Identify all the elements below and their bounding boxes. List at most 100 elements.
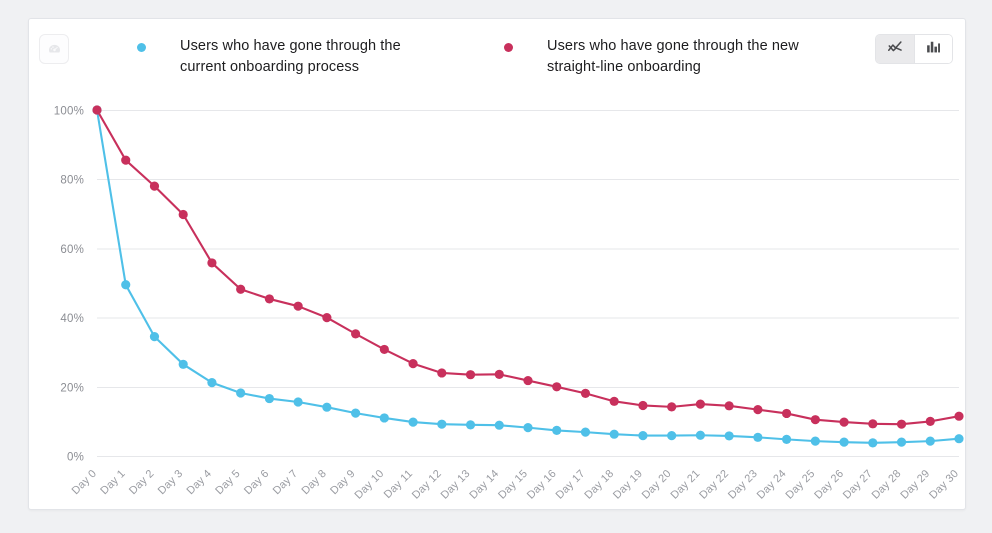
data-point[interactable] xyxy=(322,313,332,323)
data-point[interactable] xyxy=(839,437,849,447)
x-axis-tick-label: Day 8 xyxy=(299,468,329,498)
data-point[interactable] xyxy=(293,397,303,407)
data-point[interactable] xyxy=(954,434,964,444)
data-point[interactable] xyxy=(782,408,792,419)
data-point[interactable] xyxy=(264,393,274,404)
data-point[interactable] xyxy=(149,332,160,342)
data-point[interactable] xyxy=(408,359,418,369)
data-point[interactable] xyxy=(925,436,935,446)
x-axis-tick-label: Day 26 xyxy=(812,468,846,502)
data-point[interactable] xyxy=(351,408,361,418)
x-axis-tick-label: Day 30 xyxy=(927,468,961,502)
data-point[interactable] xyxy=(724,401,734,411)
data-point[interactable] xyxy=(236,388,246,398)
gauge-icon xyxy=(46,41,63,58)
data-point[interactable] xyxy=(609,429,619,439)
data-point[interactable] xyxy=(121,280,131,290)
data-point[interactable] xyxy=(954,411,964,421)
x-axis-tick-label: Day 5 xyxy=(213,468,243,498)
x-axis-tick-label: Day 16 xyxy=(525,468,559,502)
line-chart-icon xyxy=(887,39,903,59)
dashboard-button[interactable] xyxy=(39,34,69,64)
data-point[interactable] xyxy=(753,405,763,415)
data-point[interactable] xyxy=(667,430,677,441)
data-point[interactable] xyxy=(580,427,591,437)
data-point[interactable] xyxy=(523,375,533,386)
data-point[interactable] xyxy=(896,419,907,429)
y-axis-tick-label: 60% xyxy=(60,244,84,256)
data-point[interactable] xyxy=(207,378,217,388)
y-axis-tick-label: 40% xyxy=(60,313,84,325)
data-point[interactable] xyxy=(351,329,361,339)
legend-item-label: Users who have gone through the new stra… xyxy=(547,38,799,75)
x-axis-tick-label: Day 24 xyxy=(755,468,789,502)
data-point[interactable] xyxy=(695,430,706,440)
data-point[interactable] xyxy=(580,388,591,398)
data-point[interactable] xyxy=(437,368,447,378)
data-point[interactable] xyxy=(178,209,188,220)
x-axis-tick-label: Day 20 xyxy=(640,468,674,502)
data-point[interactable] xyxy=(868,438,878,448)
data-point[interactable] xyxy=(236,284,246,294)
legend-dot-blue xyxy=(137,43,146,52)
x-axis-tick-label: Day 3 xyxy=(156,468,186,498)
x-axis-tick-label: Day 13 xyxy=(439,468,473,502)
x-axis-tick-label: Day 6 xyxy=(242,468,272,498)
data-point[interactable] xyxy=(839,417,849,427)
data-point[interactable] xyxy=(782,434,792,444)
data-point[interactable] xyxy=(810,415,820,425)
tab-line-chart[interactable] xyxy=(876,35,914,63)
data-point[interactable] xyxy=(149,181,160,191)
data-point[interactable] xyxy=(638,400,648,411)
data-point[interactable] xyxy=(293,301,303,311)
chart-type-toggle xyxy=(875,34,953,64)
data-point[interactable] xyxy=(925,416,935,426)
data-point[interactable] xyxy=(207,258,217,268)
x-axis-tick-label: Day 1 xyxy=(98,468,128,498)
data-point[interactable] xyxy=(264,294,274,304)
data-point[interactable] xyxy=(695,399,706,409)
data-point[interactable] xyxy=(667,402,677,412)
tab-bar-chart[interactable] xyxy=(914,35,952,63)
data-point[interactable] xyxy=(868,419,878,429)
data-point[interactable] xyxy=(322,402,332,412)
data-point[interactable] xyxy=(810,436,820,446)
data-point[interactable] xyxy=(494,369,504,379)
data-point[interactable] xyxy=(552,425,562,435)
legend-item[interactable]: Users who have gone through the new stra… xyxy=(504,36,805,78)
line-chart-svg[interactable]: 0%20%40%60%80%100%Day 0 Day 1 Day 2 Day 3 Da… xyxy=(29,81,965,509)
data-point[interactable] xyxy=(379,413,389,423)
x-axis-tick-label: Day 0 xyxy=(70,468,100,498)
data-point[interactable] xyxy=(494,420,504,430)
data-point[interactable] xyxy=(121,155,131,165)
chart-header: Users who have gone through the current … xyxy=(29,19,965,81)
y-axis-tick-label: 80% xyxy=(60,175,84,187)
y-axis-tick-label: 0% xyxy=(67,452,84,464)
data-point[interactable] xyxy=(379,344,389,355)
data-point[interactable] xyxy=(609,396,619,406)
data-point[interactable] xyxy=(465,420,476,430)
x-axis-tick-label: Day 23 xyxy=(726,468,760,502)
data-point[interactable] xyxy=(523,423,533,433)
data-point[interactable] xyxy=(753,432,763,442)
data-point[interactable] xyxy=(552,382,562,392)
x-axis-tick-label: Day 18 xyxy=(582,468,616,502)
x-axis-tick-label: Day 7 xyxy=(271,468,301,498)
legend-item[interactable]: Users who have gone through the current … xyxy=(137,36,438,78)
y-axis-tick-label: 20% xyxy=(60,382,84,394)
x-axis-tick-label: Day 14 xyxy=(467,468,501,502)
data-point[interactable] xyxy=(724,431,734,441)
x-axis-tick-label: Day 25 xyxy=(783,468,817,502)
x-axis-tick-label: Day 4 xyxy=(185,468,215,498)
data-point[interactable] xyxy=(408,417,418,427)
legend-item-label: Users who have gone through the current … xyxy=(180,38,401,75)
data-point[interactable] xyxy=(638,430,648,441)
data-point[interactable] xyxy=(178,359,188,369)
x-axis-tick-label: Day 28 xyxy=(870,468,904,502)
data-point[interactable] xyxy=(92,105,102,115)
data-point[interactable] xyxy=(896,437,907,447)
x-axis-tick-label: Day 27 xyxy=(841,468,875,502)
data-point[interactable] xyxy=(437,419,447,429)
data-point[interactable] xyxy=(465,370,476,380)
